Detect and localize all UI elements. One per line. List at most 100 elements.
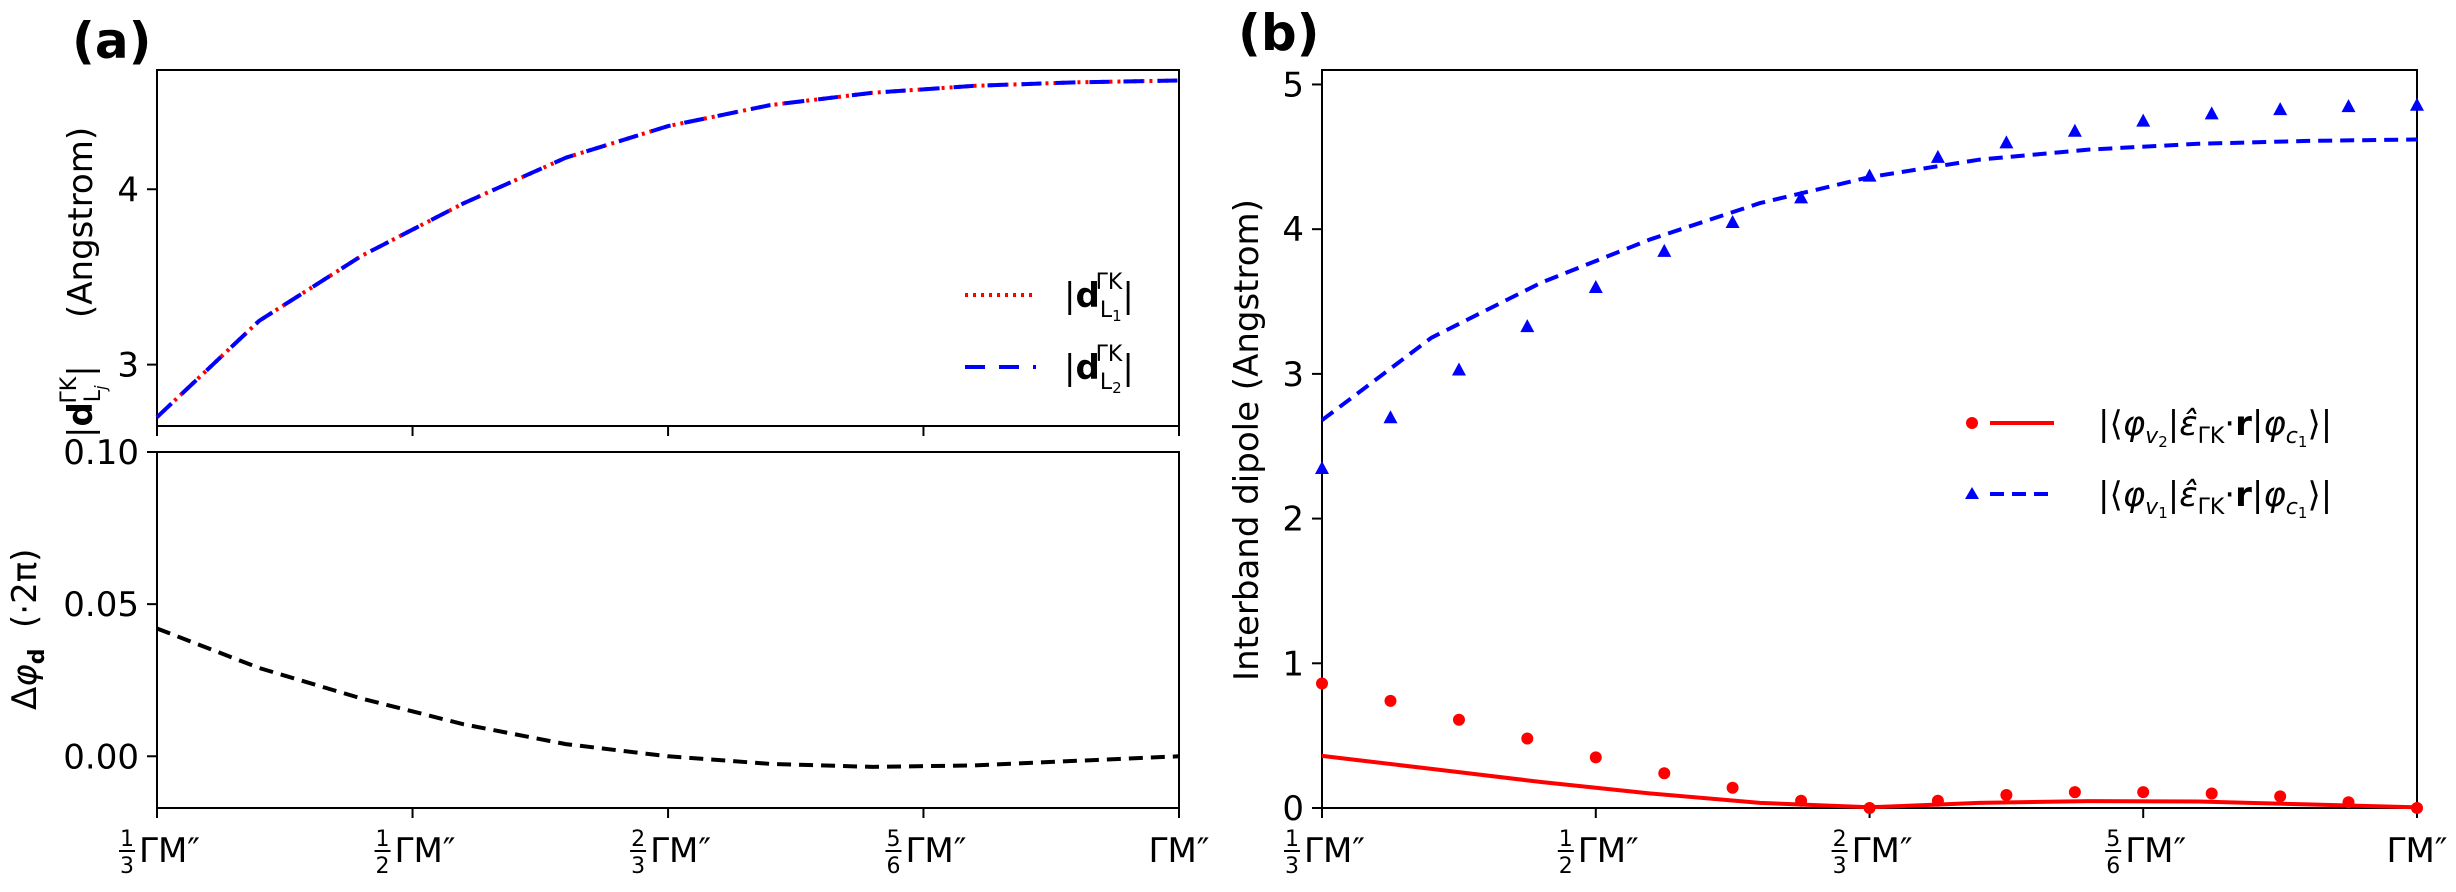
marker-v1: [2341, 99, 2356, 113]
marker-v1: [2067, 123, 2082, 137]
y-tick-label: 0.10: [63, 433, 139, 473]
gamma-m-label: ΓM″: [1578, 831, 1639, 871]
marker-v2: [1658, 767, 1671, 780]
fraction-numerator: 1: [376, 827, 390, 852]
y-tick-label: 2: [1282, 500, 1304, 540]
y-tick-label: 0: [1282, 789, 1304, 829]
y-tick-label: 5: [1282, 65, 1304, 105]
marker-v1: [1588, 280, 1603, 294]
fraction-numerator: 1: [120, 827, 134, 852]
series-line-v2: [1321, 753, 2418, 810]
svg-text:Δφd: Δφd: [5, 649, 50, 710]
marker-v2: [2342, 796, 2355, 809]
marker-v2: [2137, 786, 2150, 799]
x-tick-label: 56 ΓM″: [885, 827, 966, 879]
gamma-m-label: ΓM″: [139, 831, 200, 871]
gamma-m-label: ΓM″: [2387, 831, 2448, 871]
fraction-numerator: 1: [1285, 827, 1299, 852]
fraction-numerator: 1: [1559, 827, 1573, 852]
marker-v1: [2136, 113, 2151, 127]
marker-v1: [2273, 102, 2288, 116]
fraction-numerator: 5: [2106, 827, 2120, 852]
fraction-denominator: 3: [1833, 854, 1847, 879]
y-tick-label: 3: [117, 346, 139, 386]
marker-v2: [1521, 732, 1534, 745]
series-line-L2: [155, 78, 1180, 419]
x-tick-label: 12 ΓM″: [374, 827, 456, 879]
marker-v1: [1725, 214, 1740, 228]
x-tick-label: 13 ΓM″: [119, 827, 200, 879]
x-tick-label: 23 ΓM″: [630, 827, 711, 879]
fraction-denominator: 3: [1285, 854, 1299, 879]
svg-text:|dLjΓK|: |dLjΓK|: [57, 365, 110, 438]
series-line-L1: [155, 78, 1180, 419]
marker-v2: [1931, 794, 1944, 807]
marker-v2: [2068, 786, 2081, 799]
legend-label-v1: |⟨φv1|ε̂ΓK·r|φc1⟩|: [2098, 475, 2332, 522]
marker-v1: [1794, 190, 1809, 204]
x-tick-label: 13 ΓM″: [1284, 827, 1365, 879]
x-tick-label: ΓM″: [1149, 831, 1210, 871]
y-tick-label: 4: [117, 170, 139, 210]
fraction-denominator: 3: [120, 854, 134, 879]
marker-v2: [1452, 713, 1465, 726]
marker-v2: [1863, 802, 1876, 814]
panel-a-bottom-ylabel-unit: (·2π): [5, 549, 45, 628]
marker-v2: [1726, 781, 1739, 794]
gamma-m-label: ΓM″: [1304, 831, 1365, 871]
fraction-denominator: 6: [886, 854, 900, 879]
x-tick-label: 56 ΓM″: [2105, 827, 2186, 879]
fraction-numerator: 2: [1833, 827, 1847, 852]
fraction-denominator: 2: [376, 854, 390, 879]
panel-a-bottom-ylabel: Δφd (·2π): [5, 549, 50, 710]
series-line-delta-phi: [156, 626, 1180, 769]
gamma-m-label: ΓM″: [905, 831, 966, 871]
y-tick-label: 4: [1282, 210, 1304, 250]
marker-v1: [1451, 362, 1466, 376]
gamma-m-label: ΓM″: [395, 831, 456, 871]
fraction-numerator: 5: [886, 827, 900, 852]
fraction-denominator: 2: [1559, 854, 1573, 879]
panel-b-label: (b): [1238, 4, 1320, 62]
x-tick-label: 23 ΓM″: [1831, 827, 1913, 879]
marker-v1: [1315, 460, 1329, 474]
legend-label-L2: |dL2ΓK|: [1064, 342, 1134, 397]
marker-v2: [1316, 677, 1328, 690]
panel-a-top-frame: [156, 69, 1180, 427]
panel-a-top-ylabel-unit: (Angstrom): [61, 127, 101, 318]
marker-v1: [1930, 149, 1945, 163]
marker-v2: [1384, 694, 1397, 707]
marker-v1: [1657, 243, 1672, 257]
panel-a-bottom-plot: 0.000.050.10 13 ΓM″ 12 ΓM″ 23 ΓM″ 56 ΓM″ ΓM″ Δφd…: [5, 433, 1209, 879]
marker-v2: [2411, 802, 2423, 814]
marker-v2: [1589, 751, 1602, 764]
panel-a-label: (a): [72, 12, 151, 70]
y-tick-label: 0.05: [63, 585, 139, 625]
marker-v1: [1999, 135, 2014, 149]
marker-v2: [2000, 788, 2013, 801]
marker-v1: [1520, 319, 1535, 333]
panel-b-ylabel: Interband dipole (Angstrom): [1227, 199, 1267, 681]
marker-v1: [2204, 106, 2219, 120]
legend-label-v2: |⟨φv2|ε̂ΓK·r|φc1⟩|: [2098, 404, 2332, 451]
marker-v2: [2274, 790, 2287, 803]
marker-v2: [1795, 794, 1808, 807]
y-tick-label: 3: [1282, 355, 1304, 395]
panel-a-top-ylabel: |dLjΓK| (Angstrom): [57, 127, 110, 438]
svg-text:Interband dipole (Angstrom): Interband dipole (Angstrom): [1227, 199, 1267, 681]
panel-b-legend: |⟨φv2|ε̂ΓK·r|φc1⟩| |⟨φv1|ε̂ΓK·r|φc1⟩|: [1965, 404, 2332, 522]
x-tick-label: ΓM″: [2387, 831, 2448, 871]
legend-marker-v2: [1966, 417, 1978, 429]
x-tick-label: 12 ΓM″: [1557, 827, 1639, 879]
y-tick-label: 0.00: [63, 737, 139, 777]
marker-v1: [2410, 97, 2424, 111]
gamma-m-label: ΓM″: [1149, 831, 1210, 871]
panel-a-top-plot: 3 4 |dLjΓK| (Angstrom) |dL1ΓK| |dL2ΓK|: [57, 69, 1180, 438]
legend-label-L1: |dL1ΓK|: [1064, 270, 1134, 325]
gamma-m-label: ΓM″: [2125, 831, 2186, 871]
marker-v2: [2205, 787, 2218, 800]
gamma-m-label: ΓM″: [1852, 831, 1913, 871]
legend-marker-v1: [1965, 487, 1979, 499]
